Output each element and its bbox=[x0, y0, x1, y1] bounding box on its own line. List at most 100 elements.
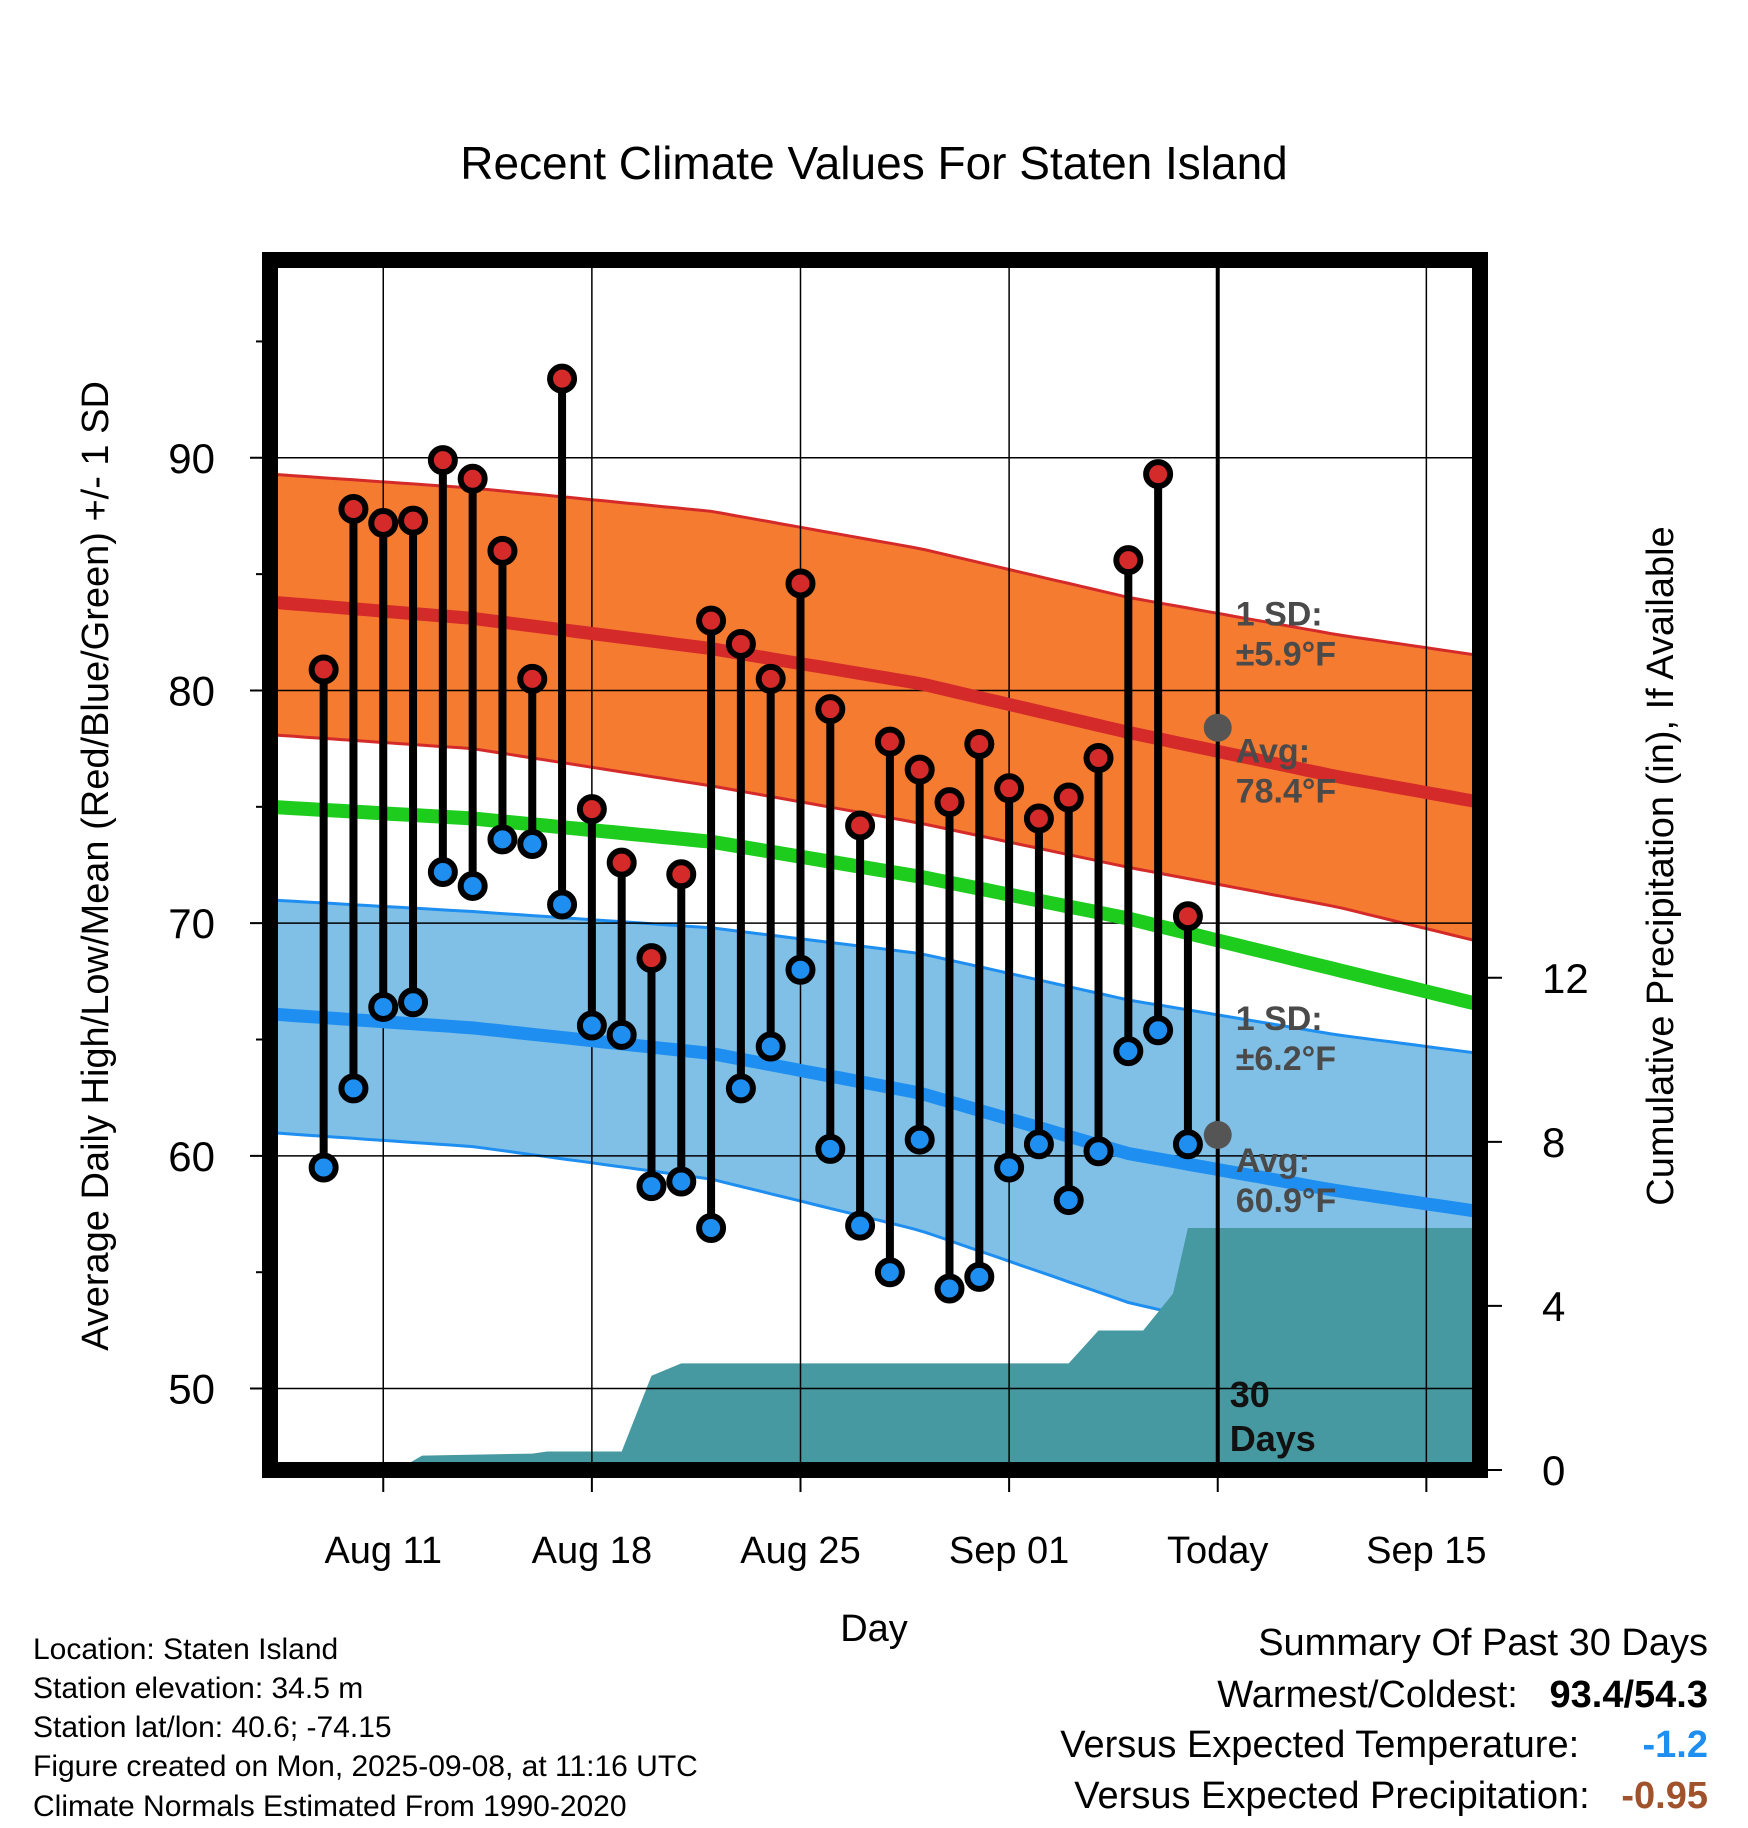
high-point bbox=[398, 505, 429, 536]
high-point bbox=[1113, 545, 1144, 576]
y2-tick-label: 4 bbox=[1542, 1283, 1565, 1330]
x-tick-label: Sep 15 bbox=[1366, 1530, 1486, 1572]
days-annotation-line-0: 30 bbox=[1230, 1374, 1270, 1415]
y2-tick-label: 12 bbox=[1542, 955, 1589, 1002]
summary-warmest: Warmest/Coldest: 93.4/54.3 bbox=[1217, 1674, 1708, 1717]
low-point bbox=[547, 889, 578, 920]
summary-title: Summary Of Past 30 Days bbox=[1258, 1622, 1708, 1664]
x-tick-label: Aug 11 bbox=[324, 1530, 442, 1572]
low-point bbox=[1172, 1129, 1203, 1160]
low-point bbox=[725, 1073, 756, 1104]
low-point bbox=[815, 1133, 846, 1164]
high-point bbox=[1083, 742, 1114, 773]
meta-created: Figure created on Mon, 2025-09-08, at 11… bbox=[33, 1750, 698, 1783]
meta-normals: Climate Normals Estimated From 1990-2020 bbox=[33, 1790, 627, 1823]
low-point bbox=[308, 1152, 339, 1183]
meta-elevation: Station elevation: 34.5 m bbox=[33, 1672, 364, 1705]
summary-warmest-value: 93.4/54.3 bbox=[1549, 1674, 1708, 1716]
high-point bbox=[666, 859, 697, 890]
summary-warmest-label: Warmest/Coldest: bbox=[1217, 1674, 1518, 1716]
x-tick-label: Today bbox=[1167, 1530, 1268, 1572]
summary-precip: Versus Expected Precipitation: -0.95 bbox=[1074, 1775, 1708, 1818]
high-point bbox=[576, 794, 607, 825]
low-point bbox=[874, 1257, 905, 1288]
high-point bbox=[1143, 459, 1174, 490]
low-sd-band bbox=[270, 899, 1474, 1367]
meta-location: Location: Staten Island bbox=[33, 1633, 339, 1666]
low-point bbox=[636, 1171, 667, 1202]
low-point bbox=[576, 1010, 607, 1041]
high-point bbox=[308, 654, 339, 685]
summary-temp-value: -1.2 bbox=[1642, 1724, 1708, 1766]
high-avg-annotation-line-1: 78.4°F bbox=[1236, 773, 1337, 811]
low-point bbox=[755, 1031, 786, 1062]
low-point bbox=[994, 1152, 1025, 1183]
low-point bbox=[398, 987, 429, 1018]
y2-axis-label: Cumulative Precipitation (in), If Availa… bbox=[1640, 526, 1682, 1205]
days-annotation-line-1: Days bbox=[1230, 1418, 1316, 1459]
today-low-avg-marker bbox=[1203, 1120, 1232, 1149]
high-point bbox=[815, 694, 846, 725]
y-tick-label: 70 bbox=[168, 900, 215, 947]
high-point bbox=[338, 493, 369, 524]
x-tick-label: Aug 18 bbox=[532, 1530, 652, 1572]
high-point bbox=[964, 729, 995, 759]
low-point bbox=[487, 824, 518, 855]
y2-tick-label: 8 bbox=[1542, 1119, 1565, 1166]
low-point bbox=[666, 1166, 697, 1197]
low-point bbox=[964, 1261, 995, 1292]
low-upper-line bbox=[269, 898, 1475, 1055]
high-point bbox=[696, 605, 727, 636]
low-point bbox=[845, 1210, 876, 1241]
low-point bbox=[1083, 1136, 1114, 1167]
high-point bbox=[517, 663, 548, 694]
high-point bbox=[606, 847, 637, 878]
chart-title: Recent Climate Values For Staten Island bbox=[460, 137, 1288, 189]
summary-precip-value: -0.95 bbox=[1621, 1775, 1708, 1817]
summary-temp: Versus Expected Temperature: -1.2 bbox=[1060, 1724, 1708, 1767]
low-avg-annotation-line-0: Avg: bbox=[1236, 1142, 1310, 1180]
x-tick-label: Aug 25 bbox=[740, 1530, 860, 1572]
low-point bbox=[457, 870, 488, 901]
y-tick-label: 50 bbox=[168, 1366, 215, 1413]
high-point bbox=[636, 943, 667, 974]
high-point bbox=[487, 535, 518, 566]
summary-precip-label: Versus Expected Precipitation: bbox=[1074, 1775, 1590, 1817]
low-point bbox=[427, 856, 458, 887]
meta-latlon: Station lat/lon: 40.6; -74.15 bbox=[33, 1711, 392, 1744]
low-point bbox=[1113, 1036, 1144, 1067]
high-point bbox=[1172, 901, 1203, 932]
high-point bbox=[934, 787, 965, 818]
low-point bbox=[696, 1213, 727, 1243]
y-axis-label: Average Daily High/Low/Mean (Red/Blue/Gr… bbox=[75, 381, 117, 1351]
high-point bbox=[1023, 803, 1054, 834]
low-point bbox=[1023, 1129, 1054, 1160]
high-point bbox=[725, 628, 756, 659]
y-tick-label: 80 bbox=[168, 667, 215, 714]
low-avg-line bbox=[270, 1007, 1475, 1218]
high-avg-annotation-line-0: Avg: bbox=[1236, 733, 1310, 771]
low-sd-annotation-line-0: 1 SD: bbox=[1236, 1000, 1323, 1038]
high-sd-annotation-line-0: 1 SD: bbox=[1236, 595, 1323, 633]
low-point bbox=[606, 1019, 637, 1050]
low-point bbox=[785, 954, 816, 985]
high-point bbox=[457, 463, 488, 494]
high-sd-annotation-line-1: ±5.9°F bbox=[1236, 635, 1336, 673]
low-point bbox=[338, 1073, 369, 1104]
y-tick-label: 60 bbox=[168, 1133, 215, 1180]
high-point bbox=[1053, 782, 1084, 813]
summary-temp-label: Versus Expected Temperature: bbox=[1060, 1724, 1580, 1766]
high-sd-band bbox=[270, 474, 1474, 941]
x-tick-label: Sep 01 bbox=[949, 1530, 1069, 1572]
low-point bbox=[1053, 1185, 1084, 1216]
high-point bbox=[368, 507, 399, 538]
high-point bbox=[785, 568, 816, 599]
precip-area bbox=[401, 1228, 1480, 1470]
high-point bbox=[904, 754, 935, 785]
low-point bbox=[904, 1124, 935, 1155]
low-point bbox=[1143, 1015, 1174, 1046]
low-avg-annotation-line-1: 60.9°F bbox=[1236, 1182, 1337, 1220]
today-high-avg-marker bbox=[1203, 713, 1232, 742]
